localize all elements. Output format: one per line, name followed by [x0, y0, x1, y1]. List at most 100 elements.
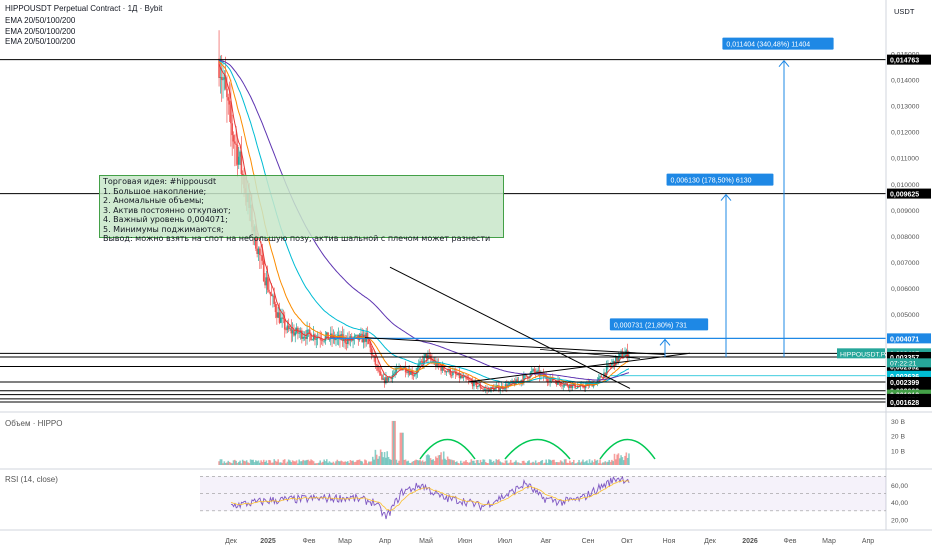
- volume-bar: [329, 462, 332, 465]
- volume-bar: [454, 462, 457, 465]
- trendline: [364, 337, 666, 356]
- volume-bar: [574, 463, 576, 465]
- trade-idea-note[interactable]: Торговая идея: #hippousdt 1. Большое нак…: [99, 175, 504, 243]
- volume-bar: [323, 459, 325, 465]
- candle-body: [607, 364, 609, 367]
- candle-body: [290, 328, 293, 334]
- volume-bar: [446, 456, 449, 465]
- candle-body: [323, 340, 325, 342]
- volume-bar: [420, 461, 423, 465]
- candle-body: [587, 383, 590, 386]
- candle-body: [301, 330, 303, 339]
- volume-bar: [524, 462, 526, 465]
- price-tick: 0,005000: [891, 312, 920, 319]
- volume-bar: [533, 462, 536, 465]
- candle-body: [257, 248, 260, 254]
- volume-bar: [437, 455, 440, 465]
- price-level-value: 0,002992: [890, 364, 919, 371]
- volume-bar: [478, 463, 480, 465]
- candle-body: [440, 366, 442, 371]
- volume-bar: [235, 460, 237, 465]
- candle-body: [483, 389, 486, 390]
- candle-body: [583, 387, 586, 389]
- candle-body: [232, 135, 235, 142]
- candle-body: [308, 329, 311, 334]
- volume-bar: [316, 463, 319, 465]
- rsi-pane-label[interactable]: RSI (14, close): [5, 475, 58, 484]
- volume-bar: [308, 461, 311, 465]
- candle-body: [383, 378, 386, 384]
- volume-bar: [312, 461, 315, 465]
- volume-bar: [466, 462, 469, 465]
- volume-bar: [236, 462, 239, 465]
- candle-body: [575, 388, 578, 389]
- candle-body: [394, 371, 396, 374]
- volume-bar: [461, 463, 463, 465]
- volume-bar: [542, 463, 545, 465]
- volume-pane-label[interactable]: Объем · HIPPO: [5, 419, 63, 428]
- volume-bar: [427, 454, 429, 465]
- candle-body: [516, 379, 519, 383]
- ema-indicator-label[interactable]: EMA 20/50/100/200: [5, 16, 76, 25]
- volume-bar: [411, 461, 413, 465]
- candle-body: [270, 294, 273, 296]
- candle-body: [444, 370, 446, 373]
- candle-body: [576, 386, 579, 389]
- volume-bar: [599, 459, 601, 465]
- candle-body: [335, 338, 337, 341]
- volume-bar: [617, 453, 620, 465]
- volume-bar: [435, 456, 437, 465]
- volume-bar: [622, 460, 625, 465]
- volume-bar: [364, 459, 366, 465]
- candle-body: [241, 173, 244, 176]
- candle-body: [549, 379, 551, 383]
- candle-body: [374, 356, 377, 365]
- volume-bar: [234, 459, 236, 465]
- volume-bar: [327, 462, 329, 465]
- candle-body: [624, 354, 626, 357]
- volume-bar: [436, 458, 438, 465]
- volume-bar: [274, 460, 277, 465]
- volume-bar: [578, 459, 580, 465]
- price-level-badge: [887, 351, 931, 362]
- ema-indicator-label[interactable]: EMA 20/50/100/200: [5, 27, 76, 36]
- candle-body: [226, 88, 228, 98]
- volume-bar: [345, 461, 348, 465]
- volume-bar: [494, 462, 496, 465]
- volume-bar: [299, 461, 302, 465]
- volume-bar: [525, 462, 528, 465]
- volume-bar: [433, 460, 436, 465]
- volume-bar: [389, 459, 391, 465]
- volume-bar: [495, 459, 498, 465]
- price-level-badge: [887, 376, 931, 387]
- candle-body: [287, 325, 290, 330]
- candle-body: [277, 312, 279, 318]
- volume-bar: [391, 420, 394, 465]
- idea-line: 4. Важный уровень 0,004071;: [103, 215, 228, 224]
- volume-bar: [588, 459, 591, 465]
- candle-body: [392, 373, 395, 375]
- volume-bar: [575, 463, 578, 465]
- volume-bar: [604, 461, 607, 465]
- candle-body: [452, 371, 454, 376]
- candle-body: [488, 388, 491, 392]
- volume-bar: [265, 460, 268, 465]
- volume-bar: [438, 454, 441, 465]
- volume-bar: [488, 459, 491, 465]
- candle-body: [327, 332, 329, 340]
- ema-indicator-label[interactable]: EMA 20/50/100/200: [5, 37, 76, 46]
- volume-bar: [458, 463, 461, 465]
- volume-bar: [333, 463, 336, 465]
- candle-body: [325, 332, 328, 336]
- candle-body: [596, 380, 599, 383]
- volume-bar: [239, 460, 241, 465]
- candle-body: [269, 291, 272, 295]
- candle-body: [421, 361, 424, 364]
- trendline: [539, 348, 641, 359]
- volume-bar: [373, 459, 375, 465]
- symbol-badge: [837, 348, 885, 359]
- volume-bar: [517, 462, 520, 465]
- candle-body: [626, 350, 629, 358]
- volume-bar: [252, 459, 255, 465]
